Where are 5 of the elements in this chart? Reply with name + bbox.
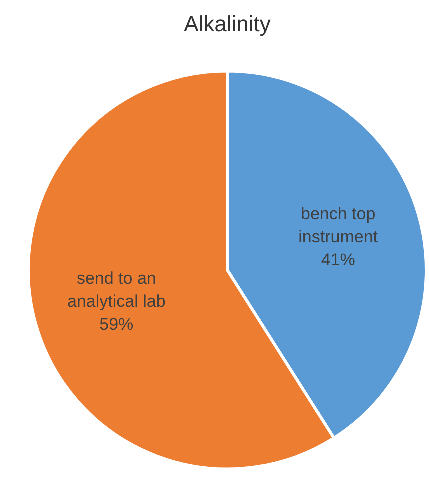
slice-label: bench top instrument bbox=[298, 204, 378, 247]
data-label: 59% bbox=[100, 315, 134, 334]
slice-label: send to an analytical lab bbox=[68, 269, 166, 312]
data-label: 41% bbox=[321, 250, 356, 270]
chart-title: Alkalinity bbox=[184, 11, 271, 36]
